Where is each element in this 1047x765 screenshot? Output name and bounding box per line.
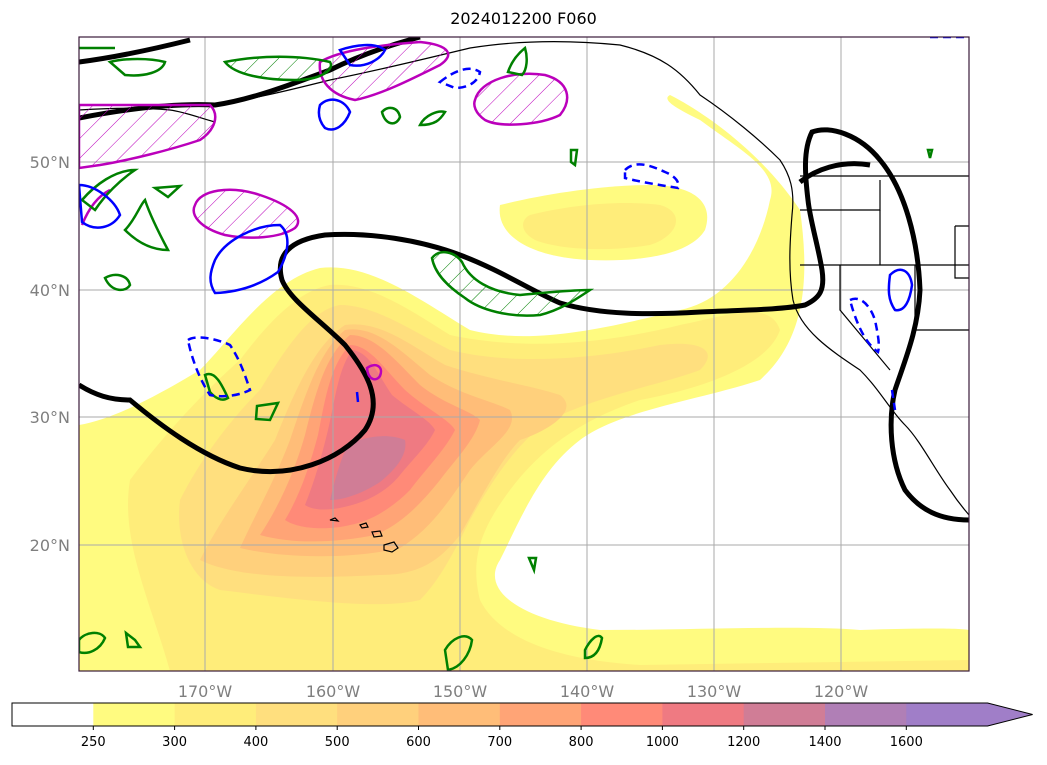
- colorbar-tick-label: 300: [162, 735, 187, 750]
- green-contour-8: [380, 106, 402, 125]
- ivt-shading: [79, 95, 969, 671]
- blue-contours: [79, 37, 969, 411]
- lon-label-130w: 130°W: [687, 682, 742, 701]
- hawaii-islands: [329, 517, 399, 553]
- colorbar-segment: [581, 703, 663, 726]
- colorbar-segment: [499, 703, 582, 726]
- blue-contour-2: [317, 98, 352, 131]
- map-frame: [78, 36, 970, 672]
- green-contour-2: [123, 197, 171, 252]
- lat-label-20: 20°N: [30, 536, 70, 555]
- black-contour-north-2: [79, 37, 191, 65]
- colorbar-segment: [255, 703, 338, 726]
- colorbar: [11, 702, 1033, 727]
- green-contour-18: [569, 148, 579, 168]
- colorbar-tick-label: 500: [325, 735, 350, 750]
- colorbar-segment: [825, 703, 907, 726]
- colorbar-tick-label: 1600: [890, 735, 923, 750]
- ivt-fill-300-north: [523, 203, 677, 250]
- blue-contour-1: [209, 223, 289, 295]
- blue-contour-dashed-2: [848, 297, 881, 355]
- green-contour-7: [107, 57, 167, 77]
- green-contour-10: [506, 45, 528, 77]
- colorbar-tick-labels: 250 300 400 500 600 700 800 1000 1200 1400 1600: [81, 726, 923, 750]
- gridlines: [79, 37, 969, 671]
- blue-contour-dashed-3: [623, 163, 680, 190]
- state-border-6: [954, 225, 969, 279]
- blue-contour-small: [355, 391, 360, 403]
- colorbar-outline: [11, 702, 1033, 727]
- ivt-fill-1200: [330, 436, 406, 500]
- colorbar-segment: [337, 703, 419, 726]
- colorbar-extend-arrow: [987, 703, 1033, 726]
- state-border-5: [839, 265, 891, 371]
- lon-label-140w: 140°W: [560, 682, 615, 701]
- ivt-fill-1000: [305, 350, 435, 510]
- magenta-contour-6: [80, 188, 111, 226]
- colorbar-segment: [12, 703, 94, 726]
- lat-label-40: 40°N: [30, 281, 70, 300]
- lon-label-150w: 150°W: [433, 682, 488, 701]
- lon-label-170w: 170°W: [178, 682, 233, 701]
- colorbar-tick-label: 700: [487, 735, 512, 750]
- blue-contour-dashed-4: [437, 67, 482, 90]
- magenta-contour-4: [318, 40, 450, 102]
- colorbar-tick-label: 250: [81, 735, 106, 750]
- lat-label-50: 50°N: [30, 153, 70, 172]
- lon-label-160w: 160°W: [306, 682, 361, 701]
- lat-label-30: 30°N: [30, 408, 70, 427]
- green-contour-12: [79, 631, 107, 655]
- green-contour-4: [254, 401, 281, 422]
- colorbar-tick-label: 1200: [727, 735, 760, 750]
- green-contour-13: [124, 630, 143, 649]
- colorbar-tick-label: 400: [243, 735, 268, 750]
- colorbar-segment: [418, 703, 501, 726]
- lon-label-120w: 120°W: [814, 682, 869, 701]
- colorbar-tick-label: 1400: [808, 735, 841, 750]
- blue-contour-dashed-6: [890, 389, 897, 411]
- blue-contour-4: [887, 268, 914, 312]
- blue-contour-3: [79, 183, 122, 229]
- colorbar-segment: [174, 703, 257, 726]
- map-area: [79, 37, 969, 671]
- longitude-labels: 170°W 160°W 150°W 140°W 130°W 120°W: [178, 682, 869, 701]
- magenta-contour-3: [79, 103, 217, 170]
- green-contour-15: [527, 556, 538, 575]
- latitude-labels: 50°N 40°N 30°N 20°N: [30, 153, 70, 555]
- colorbar-segment: [906, 703, 989, 726]
- black-contour-canada: [798, 161, 871, 184]
- colorbar-segment: [662, 703, 745, 726]
- green-contours: [79, 45, 934, 671]
- blue-contour-5: [338, 43, 387, 67]
- black-contour-main: [79, 127, 969, 523]
- blue-contour-dashed-1: [186, 336, 252, 398]
- magenta-contour-2: [473, 72, 569, 126]
- green-contour-11: [443, 635, 474, 671]
- colorbar-tick-label: 1000: [646, 735, 679, 750]
- green-contour-9: [417, 110, 447, 127]
- magenta-contour-5: [365, 364, 383, 381]
- chart-title: 2024012200 F060: [450, 9, 597, 28]
- colorbar-segment: [743, 703, 826, 726]
- green-contour-19: [926, 148, 934, 159]
- green-contour-5: [103, 273, 132, 292]
- green-contour-16: [80, 168, 140, 212]
- colorbar-tick-label: 600: [406, 735, 431, 750]
- colorbar-segment: [93, 703, 176, 726]
- green-contour-14: [583, 634, 604, 660]
- green-contour-17: [151, 184, 184, 199]
- green-contour-1: [430, 250, 595, 317]
- green-contour-6: [222, 55, 333, 82]
- colorbar-tick-label: 800: [569, 735, 594, 750]
